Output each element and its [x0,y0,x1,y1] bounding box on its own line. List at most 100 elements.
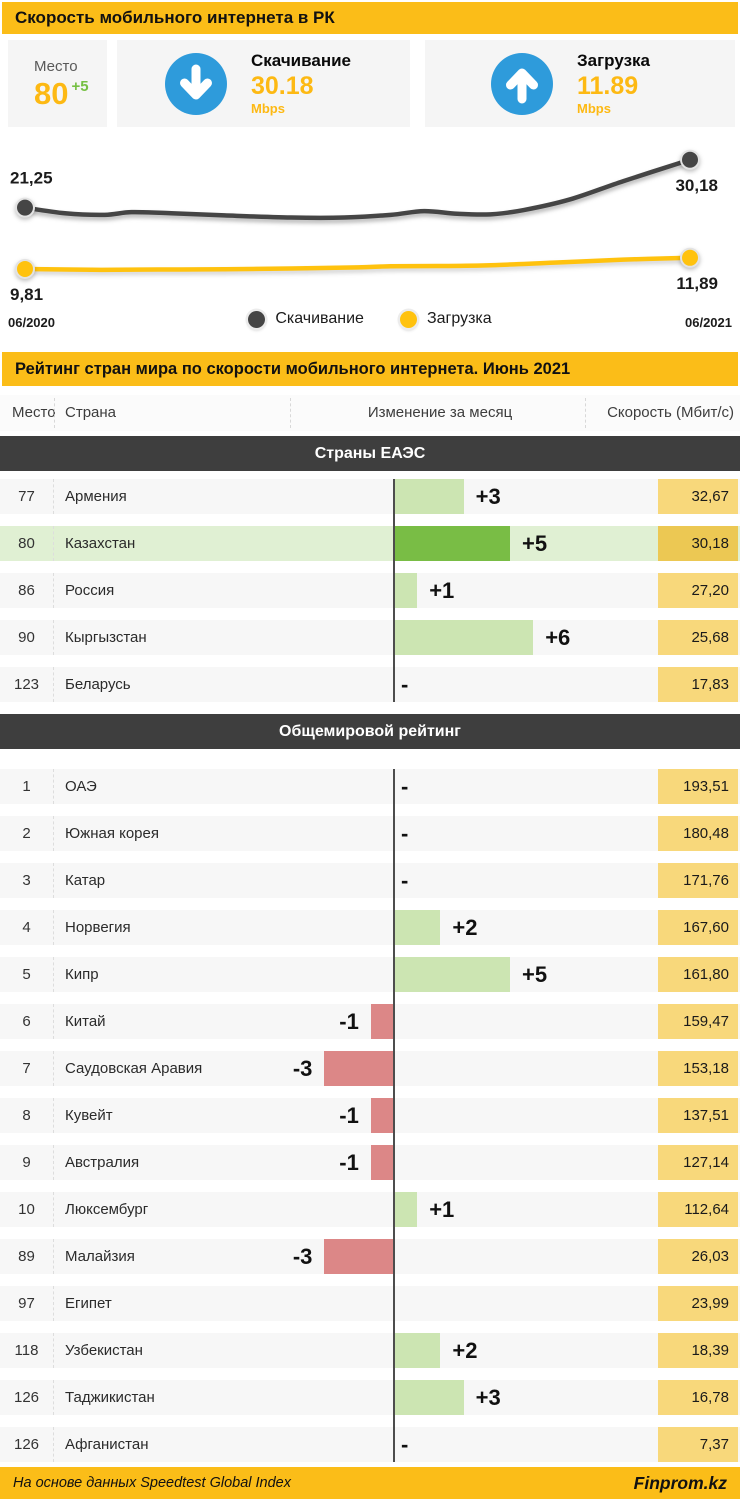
change-bar [370,1004,394,1039]
upload-text: Загрузка 11.89 Mbps [577,51,650,116]
change-label: - [401,821,409,846]
speed-cell: 25,68 [658,620,738,655]
chart-endpoint-dot [15,197,35,218]
change-label: -1 [339,1103,359,1128]
rank-cell: 7 [0,1051,54,1086]
table-row: 123 Беларусь - 17,83 [0,667,740,702]
section-rows: 1 ОАЭ -193,51 2 Южная корея -180,48 3 Катар -171… [0,769,740,1462]
legend-dot-icon [248,310,266,328]
legend-item: Скачивание [248,310,364,328]
change-bar [394,957,510,992]
rank-cell: 80 [0,526,54,561]
change-axis [393,769,395,1462]
change-bar [394,479,464,514]
rank-cell: 1 [0,769,54,804]
place-card: Место 80 +5 [8,40,107,127]
column-separator [585,398,586,428]
change-label: - [401,868,409,893]
speed-cell: 16,78 [658,1380,738,1415]
speed-cell: 7,37 [658,1427,738,1462]
rank-cell: 97 [0,1286,54,1321]
change-label: - [401,774,409,799]
change-label: +1 [429,578,455,603]
country-cell: Таджикистан [65,1389,155,1406]
country-cell: Египет [65,1295,112,1312]
country-cell: Армения [65,488,127,505]
table-row: 86 Россия +1 27,20 [0,573,740,608]
chart-start-value: 9,81 [10,285,43,304]
table-row: 118 Узбекистан +2 18,39 [0,1333,740,1368]
country-cell: Кувейт [65,1107,113,1124]
chart-start-value: 21,25 [10,169,53,188]
rank-cell: 4 [0,910,54,945]
rank-cell: 10 [0,1192,54,1227]
section-title: Общемировой рейтинг [0,714,740,749]
change-label: +1 [429,1197,455,1222]
column-separator [54,398,55,428]
brand-logo: Finprom.kz [633,1472,727,1493]
table-row: 3 Катар - 171,76 [0,863,740,898]
table-row: 89 Малайзия -3 26,03 [0,1239,740,1274]
column-speed: Скорость (Мбит/с) [607,404,734,421]
speed-cell: 18,39 [658,1333,738,1368]
table-row: 80 Казахстан +5 30,18 [0,526,740,561]
rank-cell: 90 [0,620,54,655]
speed-cell: 112,64 [658,1192,738,1227]
table-row: 10 Люксембург +1 112,64 [0,1192,740,1227]
table-row: 6 Китай -1 159,47 [0,1004,740,1039]
speed-cell: 137,51 [658,1098,738,1133]
place-label: Место [34,58,78,75]
upload-unit: Mbps [577,101,611,116]
country-cell: Китай [65,1013,106,1030]
speed-cell: 23,99 [658,1286,738,1321]
change-label: - [401,1432,409,1457]
ranking-sections: Страны ЕАЭС 77 Армения +3 32,67 80 Казахстан +5… [0,436,740,1462]
column-place: Место [12,404,56,421]
change-bar [394,910,441,945]
speed-cell: 167,60 [658,910,738,945]
country-cell: Афганистан [65,1436,149,1453]
page-title: Скорость мобильного интернета в РК [2,2,738,34]
rank-cell: 3 [0,863,54,898]
chart-line-0 [22,157,693,221]
download-arrow-icon [165,52,227,115]
country-cell: Кипр [65,966,99,983]
rank-cell: 118 [0,1333,54,1368]
change-label: - [401,672,409,697]
change-bar [324,1051,394,1086]
change-label: +3 [475,484,501,509]
change-label: +5 [522,962,548,987]
speed-cell: 193,51 [658,769,738,804]
table-row: 77 Армения +3 32,67 [0,479,740,514]
legend-label: Загрузка [426,310,492,327]
change-label: -3 [292,1244,313,1269]
column-separator [290,398,291,428]
change-label: +3 [475,1385,501,1410]
place-delta: +5 [71,77,89,95]
change-axis [393,479,395,702]
change-label: -1 [339,1150,359,1175]
section-rows: 77 Армения +3 32,67 80 Казахстан +5 30,18 86 Росс… [0,479,740,702]
speed-cell: 17,83 [658,667,738,702]
speed-cell: 161,80 [658,957,738,992]
upload-value: 11.89 [577,72,639,100]
section-title: Страны ЕАЭС [0,436,740,471]
chart-canvas: 21,25 30,18 9,81 11,89 06/2020 06/2021 [8,149,732,330]
speed-cell: 153,18 [658,1051,738,1086]
chart-legend: Скачивание Загрузка [0,310,740,328]
rank-cell: 8 [0,1098,54,1133]
speed-cell: 180,48 [658,816,738,851]
speed-trend-chart: 21,25 30,18 9,81 11,89 06/2020 06/2021 Скачив… [0,133,740,345]
legend-dot-icon [399,310,417,328]
table-row: 126 Таджикистан +3 16,78 [0,1380,740,1415]
country-cell: Саудовская Аравия [65,1060,203,1077]
country-cell: ОАЭ [65,778,97,795]
change-bar [370,1145,394,1180]
chart-end-value: 30,18 [675,176,718,195]
table-row: 4 Норвегия +2 167,60 [0,910,740,945]
x-axis-label-start: 06/2020 [8,315,55,330]
table-row: 7 Саудовская Аравия -3 153,18 [0,1051,740,1086]
change-bar [394,526,510,561]
country-cell: Беларусь [65,676,131,693]
rank-cell: 5 [0,957,54,992]
